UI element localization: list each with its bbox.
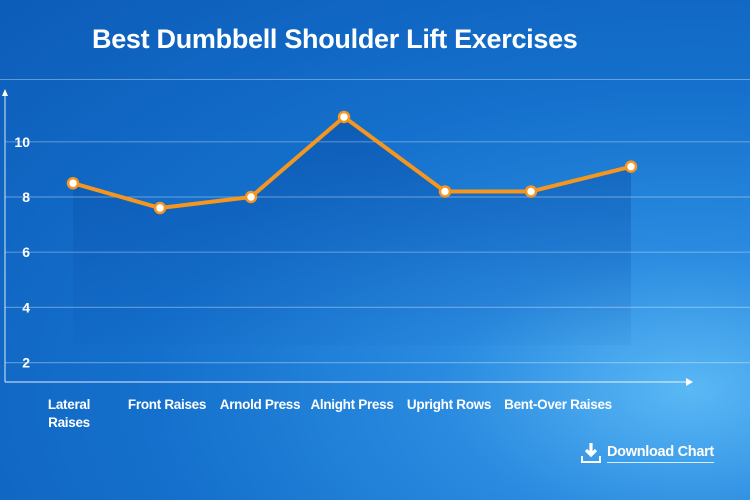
- x-tick-label: Arnold Press: [219, 397, 301, 412]
- x-tick-label: Upright Rows: [406, 397, 492, 412]
- y-tick-label: 10: [14, 134, 30, 150]
- x-tick-label: Lateral Raises: [47, 397, 91, 430]
- x-tick-label: Front Raises: [127, 397, 207, 412]
- data-point: [337, 110, 351, 124]
- area-fill: [73, 116, 631, 346]
- download-chart-button[interactable]: Download Chart: [580, 442, 714, 464]
- title-divider: [0, 79, 750, 80]
- data-point: [66, 176, 80, 190]
- y-tick-label: 4: [22, 299, 30, 315]
- y-tick-label: 6: [22, 244, 30, 260]
- data-point: [524, 185, 538, 198]
- download-chart-label: Download Chart: [607, 444, 714, 463]
- data-point: [624, 160, 638, 173]
- download-icon: [581, 443, 601, 463]
- data-point: [244, 190, 258, 204]
- chart-title: Best Dumbbell Shoulder Lift Exercises: [92, 24, 578, 54]
- data-point: [438, 185, 452, 198]
- y-axis-arrow: [2, 89, 8, 96]
- data-point: [153, 201, 167, 215]
- x-axis-arrow: [686, 378, 693, 386]
- x-tick-label: Bent-Over Raises: [504, 397, 612, 412]
- y-tick-label: 2: [22, 355, 30, 371]
- y-tick-label: 8: [22, 189, 30, 205]
- x-tick-label: Alnight Press: [310, 397, 394, 412]
